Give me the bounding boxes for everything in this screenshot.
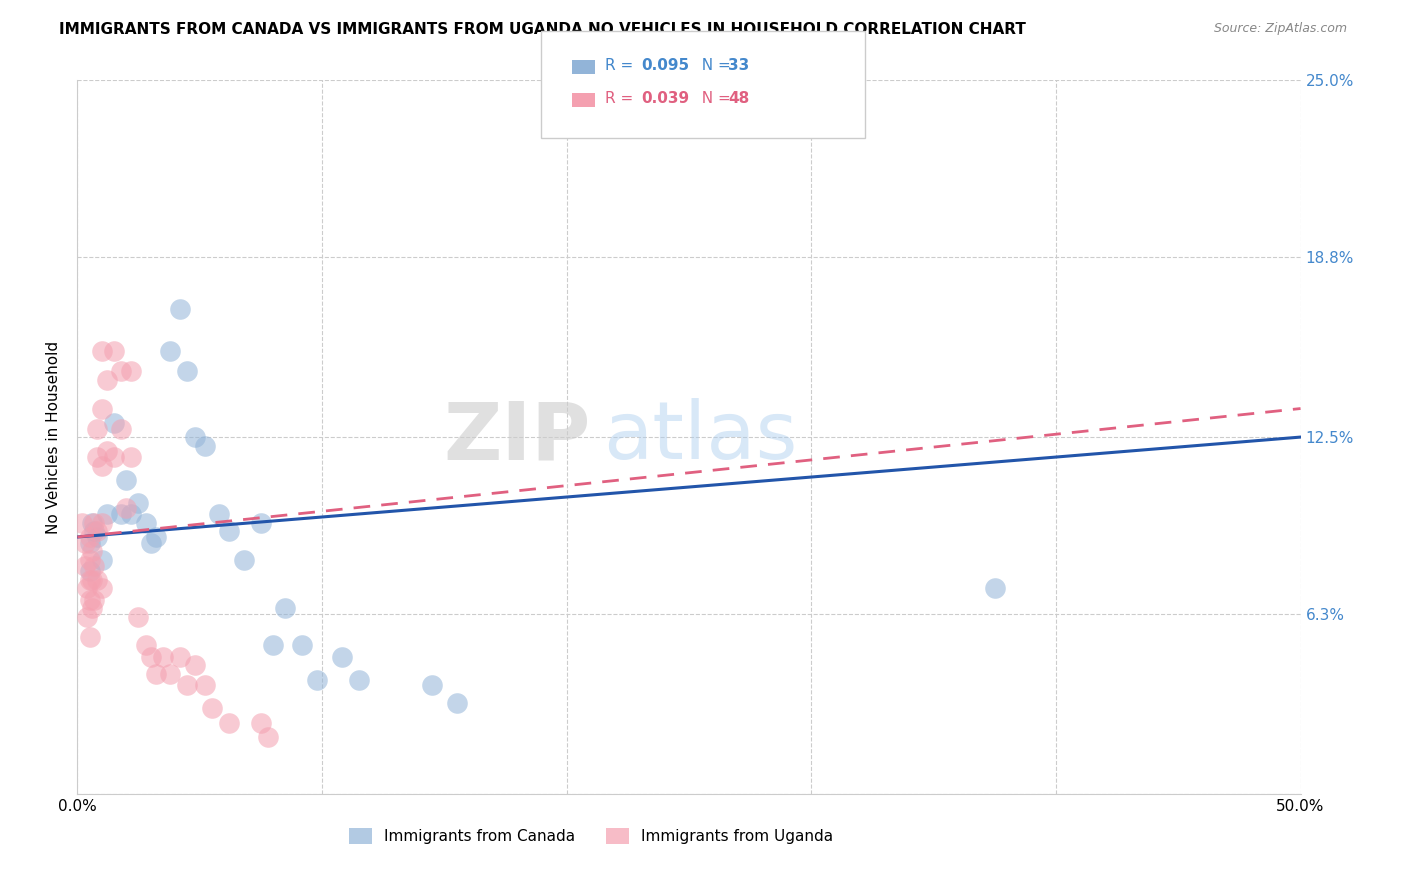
Point xyxy=(127,610,149,624)
Point xyxy=(193,678,215,692)
Point xyxy=(96,444,118,458)
Point xyxy=(80,544,103,558)
Point xyxy=(984,582,1007,596)
Point xyxy=(86,573,108,587)
Point xyxy=(79,553,101,567)
Point xyxy=(127,496,149,510)
Point xyxy=(90,344,112,359)
Point xyxy=(70,516,93,530)
Text: 33: 33 xyxy=(728,58,749,72)
Text: 48: 48 xyxy=(728,91,749,105)
Point xyxy=(90,401,112,416)
Point xyxy=(420,678,443,692)
Text: atlas: atlas xyxy=(603,398,797,476)
Point xyxy=(83,558,105,573)
Point xyxy=(250,516,273,530)
Point xyxy=(73,535,96,549)
Point xyxy=(103,416,125,430)
Point xyxy=(184,430,207,444)
Point xyxy=(135,639,157,653)
Point xyxy=(201,701,224,715)
Point xyxy=(110,507,132,521)
Point xyxy=(86,450,108,464)
Point xyxy=(110,421,132,435)
Point xyxy=(218,715,240,730)
Point xyxy=(307,673,329,687)
Point xyxy=(90,553,112,567)
Point xyxy=(184,658,207,673)
Point xyxy=(145,667,167,681)
Point xyxy=(83,524,105,539)
Point xyxy=(169,649,191,664)
Point xyxy=(79,592,101,607)
Point xyxy=(79,535,101,549)
Point xyxy=(139,535,162,549)
Point xyxy=(96,373,118,387)
Point xyxy=(257,730,280,744)
Point xyxy=(103,450,125,464)
Point xyxy=(274,601,297,615)
Point xyxy=(330,649,353,664)
Point xyxy=(86,530,108,544)
Point xyxy=(120,364,142,378)
Point xyxy=(79,530,101,544)
Text: IMMIGRANTS FROM CANADA VS IMMIGRANTS FROM UGANDA NO VEHICLES IN HOUSEHOLD CORREL: IMMIGRANTS FROM CANADA VS IMMIGRANTS FRO… xyxy=(59,22,1026,37)
Point xyxy=(83,516,105,530)
Point xyxy=(152,649,174,664)
Point xyxy=(86,421,108,435)
Point xyxy=(208,507,231,521)
Point xyxy=(90,582,112,596)
Point xyxy=(90,516,112,530)
Point xyxy=(145,530,167,544)
Point xyxy=(347,673,370,687)
Text: N =: N = xyxy=(692,91,735,105)
Point xyxy=(193,439,215,453)
Point xyxy=(176,678,198,692)
Point xyxy=(110,364,132,378)
Point xyxy=(232,553,254,567)
Point xyxy=(103,344,125,359)
Point xyxy=(169,301,191,316)
Point xyxy=(90,458,112,473)
Point xyxy=(120,507,142,521)
Point xyxy=(446,696,468,710)
Point xyxy=(73,558,96,573)
Point xyxy=(176,364,198,378)
Point xyxy=(80,516,103,530)
Point xyxy=(291,639,314,653)
Legend: Immigrants from Canada, Immigrants from Uganda: Immigrants from Canada, Immigrants from … xyxy=(343,822,839,850)
Point xyxy=(139,649,162,664)
Point xyxy=(86,524,108,539)
Point xyxy=(135,516,157,530)
Text: N =: N = xyxy=(692,58,735,72)
Point xyxy=(218,524,240,539)
Point xyxy=(115,473,138,487)
Point xyxy=(79,573,101,587)
Point xyxy=(159,667,181,681)
Text: Source: ZipAtlas.com: Source: ZipAtlas.com xyxy=(1213,22,1347,36)
Text: R =: R = xyxy=(605,58,638,72)
Y-axis label: No Vehicles in Household: No Vehicles in Household xyxy=(46,341,62,533)
Point xyxy=(120,450,142,464)
Point xyxy=(159,344,181,359)
Point xyxy=(115,501,138,516)
Point xyxy=(250,715,273,730)
Point xyxy=(96,507,118,521)
Text: 0.039: 0.039 xyxy=(641,91,689,105)
Text: 0.095: 0.095 xyxy=(641,58,689,72)
Text: ZIP: ZIP xyxy=(444,398,591,476)
Point xyxy=(80,601,103,615)
Point xyxy=(76,582,98,596)
Point xyxy=(76,610,98,624)
Point xyxy=(79,564,101,578)
Text: R =: R = xyxy=(605,91,638,105)
Point xyxy=(79,630,101,644)
Point xyxy=(80,573,103,587)
Point xyxy=(83,592,105,607)
Point xyxy=(262,639,284,653)
